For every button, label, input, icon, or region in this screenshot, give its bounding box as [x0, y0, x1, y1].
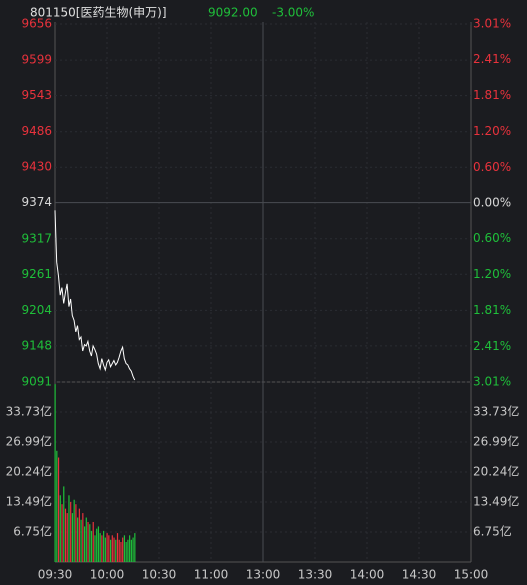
x-tick-label: 13:30 [298, 568, 333, 582]
volume-bar [109, 539, 112, 562]
volume-bar [63, 486, 65, 562]
y2-tick-label: 3.01% [473, 17, 511, 31]
x-tick-label: 10:00 [90, 568, 125, 582]
y2-tick-label: 0.60% [473, 231, 511, 245]
volume-bar [71, 513, 74, 562]
volume-bar [77, 517, 79, 562]
volume-bar [59, 495, 61, 562]
y-tick-label: 13.49亿 [6, 494, 52, 509]
y2-tick-label: 13.49亿 [473, 494, 519, 509]
volume-bar [132, 537, 134, 562]
volume-bar [129, 535, 131, 562]
volume-bar [103, 530, 105, 562]
volume-bar [101, 535, 103, 562]
volume-bar [70, 501, 72, 562]
volume-bar [90, 530, 93, 562]
volume-bar [82, 513, 84, 562]
y2-tick-label: 3.01% [473, 375, 511, 389]
x-tick-label: 14:00 [350, 568, 385, 582]
volume-bar [64, 508, 67, 562]
x-tick-label: 13:00 [246, 568, 281, 582]
volume-bar [83, 526, 86, 562]
y-tick-label: 9599 [21, 53, 52, 67]
price-label: 9092.00 [208, 6, 258, 20]
volume-bar [92, 521, 94, 562]
x-tick-label: 09:30 [38, 568, 73, 582]
y2-tick-label: 6.75亿 [473, 523, 512, 538]
volume-bar [56, 450, 58, 562]
volume-bar [96, 528, 98, 562]
y2-tick-label: 1.81% [473, 303, 511, 317]
volume-bar [125, 541, 127, 562]
y-tick-label: 9204 [21, 303, 52, 317]
x-tick-label: 15:00 [454, 568, 489, 582]
volume-bar [89, 524, 91, 562]
volume-bar [120, 541, 122, 562]
volume-bar [115, 539, 117, 562]
y2-tick-label: 2.41% [473, 52, 511, 66]
y2-tick-label: 0.60% [473, 160, 511, 174]
volume-bar [87, 521, 89, 562]
y2-tick-label: 1.20% [473, 267, 511, 281]
y-tick-label: 20.24亿 [6, 464, 52, 479]
y2-tick-label: 20.24亿 [473, 464, 519, 479]
volume-bar [97, 526, 100, 562]
volume-bar [66, 513, 68, 562]
y2-tick-label: 1.81% [473, 88, 511, 102]
volume-bar [130, 539, 132, 562]
volume-bar [123, 535, 126, 562]
y2-tick-label: 33.73亿 [473, 404, 519, 419]
change-label: -3.00% [272, 6, 314, 20]
y-tick-label: 9261 [21, 267, 52, 281]
volume-bar [57, 457, 60, 562]
volume-bar [118, 539, 120, 562]
volume-bar [68, 495, 70, 562]
y-tick-label: 6.75亿 [13, 523, 52, 538]
y-tick-label: 9091 [21, 375, 52, 389]
y-tick-label: 9374 [21, 195, 52, 209]
volume-bar [127, 539, 129, 562]
volume-bar [111, 535, 113, 562]
volume-bar [94, 535, 96, 562]
volume-bar [61, 504, 63, 562]
volume-bar [106, 533, 108, 562]
volume-bar [85, 517, 87, 562]
y-tick-label: 9486 [21, 124, 52, 138]
price-line [54, 210, 136, 381]
volume-bar [134, 533, 136, 562]
y-tick-label: 9317 [21, 231, 52, 245]
y-tick-label: 9543 [21, 88, 52, 102]
x-tick-label: 11:00 [194, 568, 229, 582]
y-tick-label: 33.73亿 [6, 404, 52, 419]
y2-tick-label: 2.41% [473, 339, 511, 353]
volume-bar [108, 535, 110, 562]
y2-tick-label: 1.20% [473, 124, 511, 138]
volume-bar [99, 533, 101, 562]
chart-title: 801150[医药生物(申万)] [30, 6, 167, 20]
y-tick-label: 9430 [21, 160, 52, 174]
volume-bar [80, 519, 82, 562]
volume-bar [73, 499, 75, 562]
y-tick-label: 9656 [21, 17, 52, 31]
volume-bar [104, 537, 106, 562]
y-tick-label: 9148 [21, 338, 52, 352]
x-tick-label: 10:30 [142, 568, 177, 582]
volume-bar [78, 508, 80, 562]
volume-bar [122, 537, 124, 562]
y-tick-label: 26.99亿 [6, 433, 52, 448]
volume-bar [75, 504, 77, 562]
volume-bar [54, 384, 56, 562]
volume-bar [116, 533, 119, 562]
x-tick-label: 14:30 [402, 568, 437, 582]
volume-bar [113, 537, 115, 562]
y2-tick-label: 0.00% [473, 196, 511, 210]
y2-tick-label: 26.99亿 [473, 433, 519, 448]
